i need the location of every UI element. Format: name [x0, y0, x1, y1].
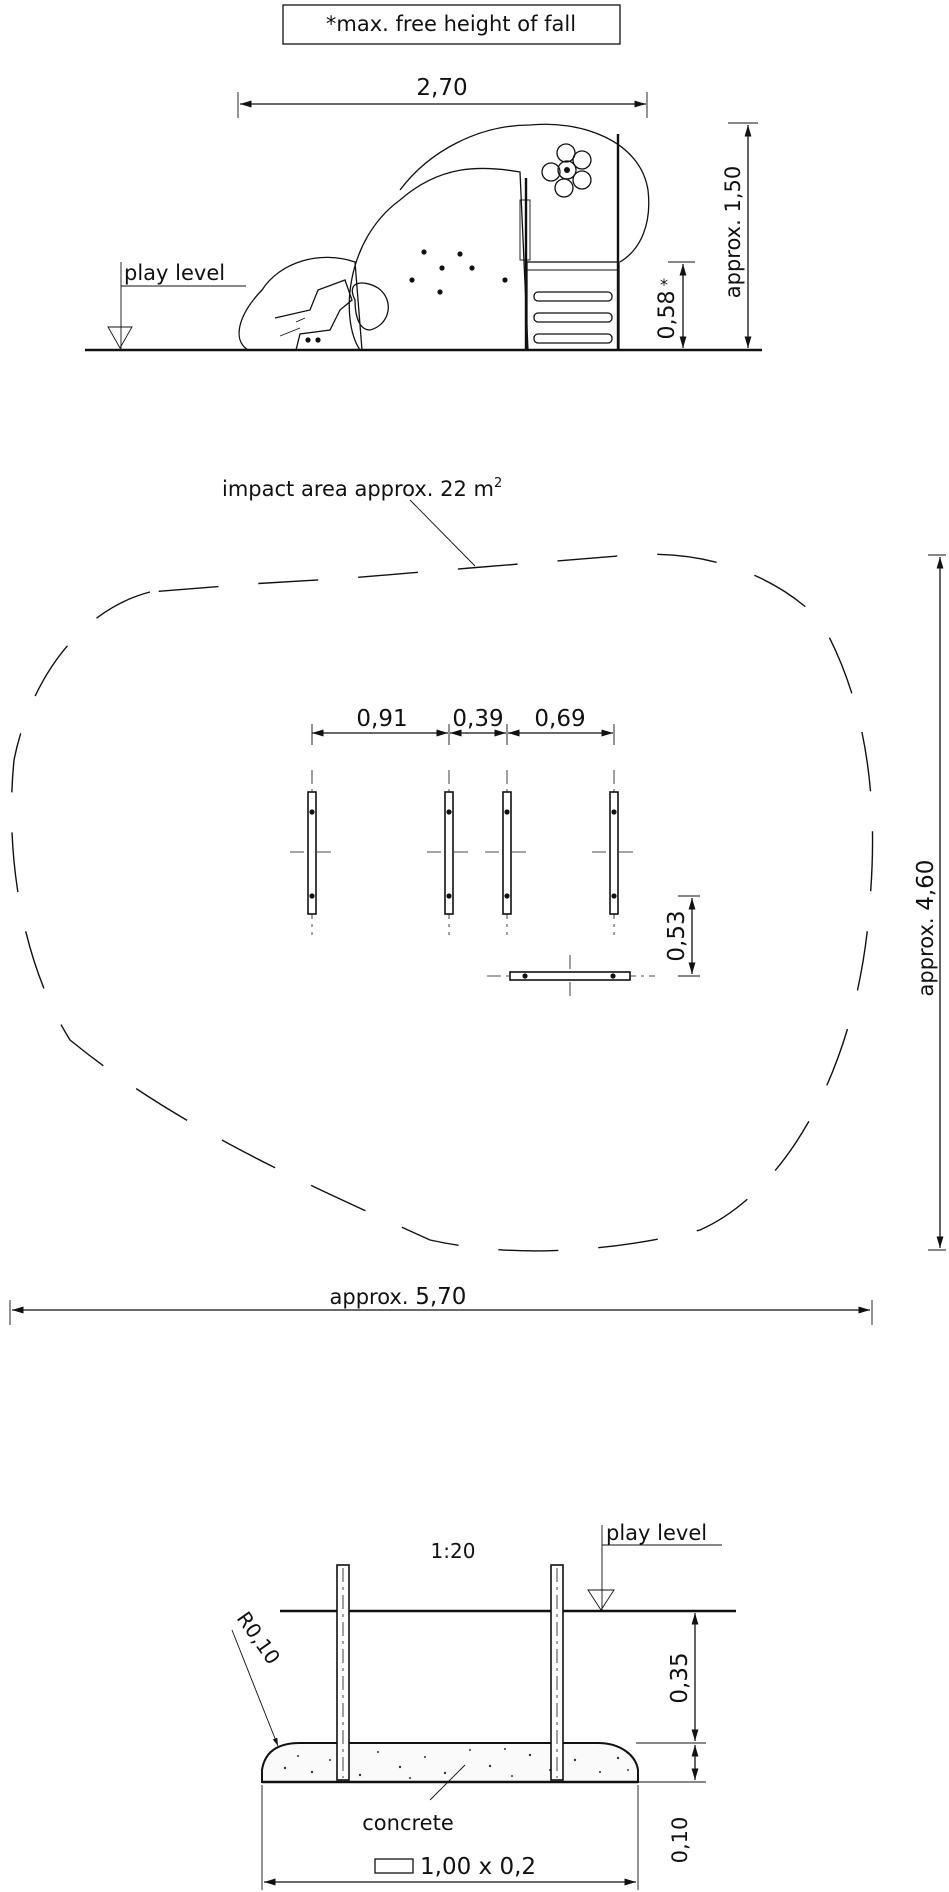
play-level-marker: play level	[107, 261, 246, 350]
post-footprint-2	[427, 770, 471, 935]
note-text: *max. free height of fall	[326, 12, 576, 36]
play-level-label-foundation: play level	[606, 1521, 707, 1545]
scale-label: 1:20	[431, 1539, 476, 1563]
play-level-marker-foundation: play level	[587, 1521, 722, 1611]
section-symbol	[374, 1858, 414, 1874]
concrete-label: concrete	[362, 1811, 454, 1835]
elephant-play-structure	[238, 123, 650, 351]
depth-above-label: 0,35	[667, 1652, 693, 1703]
width-value: 5,70	[415, 1284, 466, 1310]
plan-view: impact area approx. 22 m2 0,91 0,39 0,69	[9, 476, 946, 1325]
depth-label: approx. 4,60	[913, 860, 939, 997]
concrete-slab	[261, 1742, 639, 1783]
leader-line	[409, 499, 476, 567]
width-prefix: approx.	[330, 1285, 409, 1309]
width-label: 2,70	[416, 75, 467, 101]
spacing-1-label: 0,91	[356, 706, 407, 732]
depth-prefix: approx.	[914, 917, 938, 996]
spacing-3-label: 0,69	[534, 706, 585, 732]
post-section-left	[336, 1564, 350, 1781]
slab-size-label: 1,00 x 0,2	[420, 1854, 536, 1880]
impact-area-label: impact area approx. 22 m2	[222, 476, 502, 501]
depth-slab-label: 0,10	[668, 1817, 692, 1864]
post-section-right	[550, 1564, 564, 1781]
overall-width-label: approx. 5,70	[330, 1284, 467, 1310]
foundation-detail: 1:20 play level	[231, 1521, 736, 1890]
side-elevation: 2,70 approx. 1,50 0,58 * play level	[85, 75, 762, 352]
concrete-leader	[429, 1764, 466, 1801]
impact-area-unit-sup: 2	[494, 476, 502, 491]
fall-height-marker: *	[660, 275, 668, 294]
fall-height-note: *max. free height of fall	[282, 4, 621, 45]
fall-height-label: 0,58	[655, 291, 680, 340]
radius-label: R0,10	[232, 1607, 285, 1669]
depth-value: 4,60	[913, 860, 939, 911]
post-footprint-1	[290, 770, 334, 935]
post-footprint-4	[592, 770, 636, 935]
spacing-2-label: 0,39	[452, 706, 503, 732]
radius-leader	[231, 1629, 279, 1747]
post-footprint-5	[487, 955, 655, 1000]
height-label: approx. 1,50	[721, 166, 745, 298]
play-level-label: play level	[124, 261, 225, 285]
note-frame	[282, 4, 621, 45]
offset-label: 0,53	[664, 910, 690, 961]
impact-area-outline	[10, 553, 874, 1252]
post-footprint-3	[485, 770, 529, 935]
